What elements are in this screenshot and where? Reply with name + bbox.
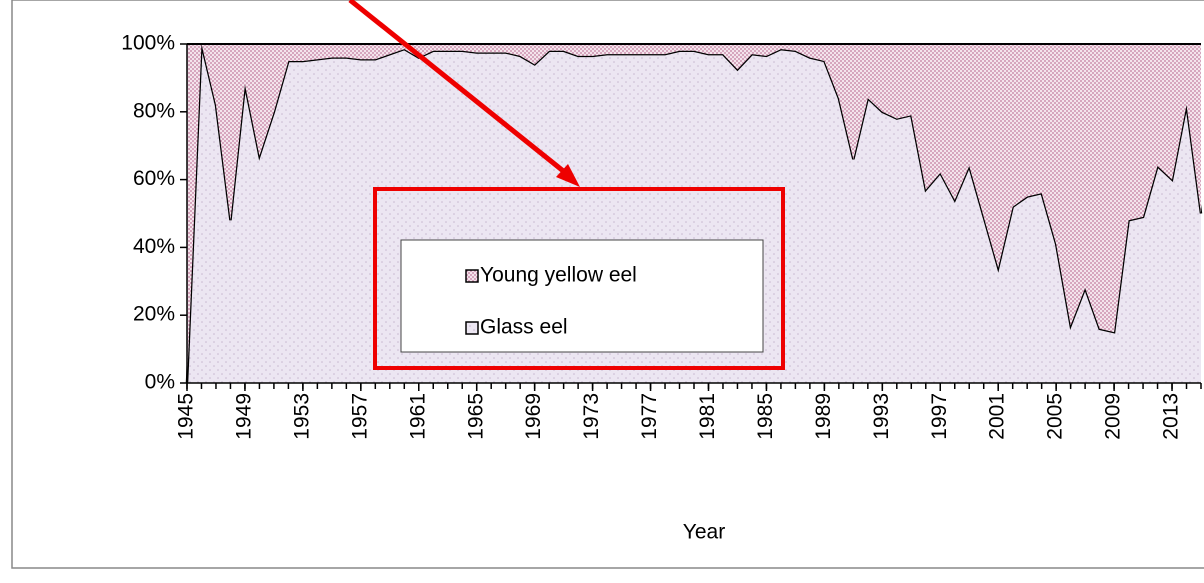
x-tick-label: 1985 bbox=[754, 393, 777, 440]
chart-frame bbox=[11, 0, 1204, 569]
x-tick-label: 2009 bbox=[1102, 393, 1125, 440]
arrow-shaft bbox=[348, 0, 574, 180]
x-tick-label: 1945 bbox=[175, 393, 198, 440]
y-tick-label: 20% bbox=[133, 303, 175, 326]
x-tick-label: 1961 bbox=[406, 393, 429, 440]
area bbox=[187, 44, 1201, 383]
x-tick-label: 2001 bbox=[986, 393, 1009, 440]
x-tick-label: 1977 bbox=[638, 393, 661, 440]
y-tick-label: 60% bbox=[133, 167, 175, 190]
legend-label: Glass eel bbox=[480, 316, 568, 339]
x-tick-label: 1993 bbox=[870, 393, 893, 440]
x-tick-label: 1997 bbox=[928, 393, 951, 440]
legend-label: Young yellow eel bbox=[480, 264, 637, 287]
legend-swatch bbox=[465, 321, 479, 335]
x-tick-label: 2005 bbox=[1044, 393, 1067, 440]
x-tick-label: 1953 bbox=[290, 393, 313, 440]
x-tick-label: 1989 bbox=[812, 393, 835, 440]
x-tick-label: 1949 bbox=[232, 393, 255, 440]
arrow-head bbox=[556, 164, 580, 187]
y-tick-label: 40% bbox=[133, 235, 175, 258]
y-tick-label: 100% bbox=[121, 32, 175, 55]
legend bbox=[400, 239, 764, 353]
y-tick-label: 80% bbox=[133, 99, 175, 122]
x-tick-label: 1973 bbox=[580, 393, 603, 440]
x-tick-label: 1965 bbox=[464, 393, 487, 440]
y-tick-label: 0% bbox=[145, 371, 175, 394]
x-tick-label: 1981 bbox=[696, 393, 719, 440]
x-axis-label: Year bbox=[683, 521, 725, 544]
x-tick-label: 2013 bbox=[1160, 393, 1183, 440]
x-tick-label: 1969 bbox=[522, 393, 545, 440]
highlight-box bbox=[373, 187, 785, 370]
legend-swatch bbox=[465, 269, 479, 283]
x-tick-label: 1957 bbox=[348, 393, 371, 440]
